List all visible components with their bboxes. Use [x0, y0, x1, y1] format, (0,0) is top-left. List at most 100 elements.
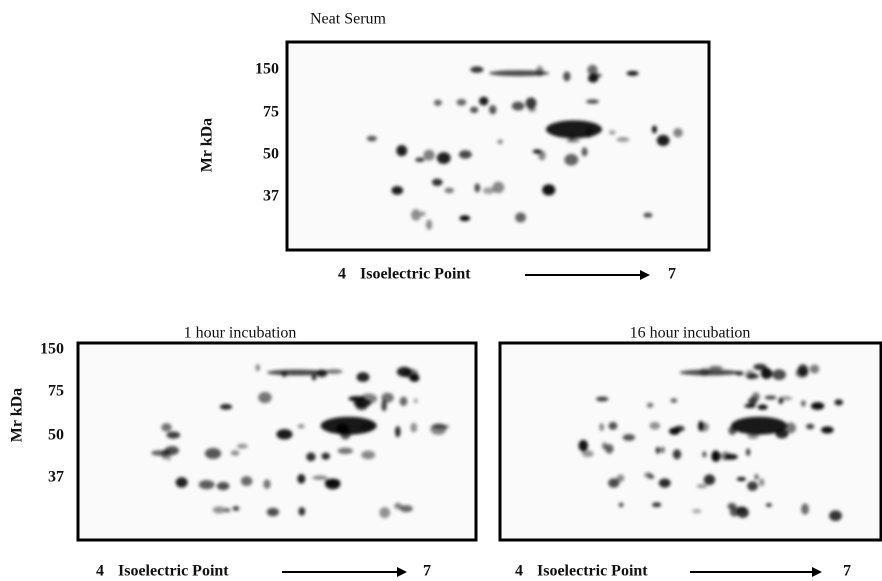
- protein-spot: [729, 507, 739, 517]
- gel-spots: [366, 64, 683, 230]
- x-axis-label: Isoelectric Point: [118, 563, 229, 580]
- protein-spot: [353, 398, 372, 408]
- protein-spot: [395, 425, 401, 438]
- protein-spot: [744, 403, 756, 408]
- protein-spot: [298, 506, 306, 516]
- protein-spot: [430, 423, 447, 435]
- protein-spot: [599, 423, 604, 432]
- y-tick-label: 150: [255, 61, 279, 78]
- protein-spot: [436, 152, 451, 165]
- protein-spot: [224, 507, 231, 513]
- protein-spot: [236, 443, 248, 449]
- protein-spot: [394, 502, 402, 510]
- gel-background: [500, 343, 881, 540]
- protein-spot: [276, 429, 293, 440]
- protein-spot: [785, 422, 796, 434]
- protein-spot: [698, 420, 704, 432]
- protein-spot: [266, 507, 280, 517]
- protein-spot: [297, 473, 306, 484]
- protein-spot: [515, 212, 526, 223]
- protein-spot: [747, 433, 759, 439]
- protein-spot: [744, 369, 755, 380]
- protein-spot: [356, 372, 370, 383]
- protein-spot: [366, 135, 377, 142]
- protein-spot: [672, 449, 682, 460]
- protein-spot: [482, 187, 495, 195]
- protein-spot: [720, 451, 731, 461]
- protein-spot: [809, 364, 820, 374]
- protein-spot: [692, 509, 702, 514]
- protein-spot: [381, 392, 394, 403]
- protein-spot: [616, 474, 625, 483]
- protein-spot: [745, 448, 751, 456]
- protein-spot: [456, 98, 467, 106]
- protein-spot: [757, 404, 768, 410]
- protein-spot: [161, 423, 172, 432]
- protein-spot: [805, 423, 815, 430]
- x-end-label: 7: [843, 563, 851, 580]
- protein-spot: [425, 219, 433, 230]
- protein-spot: [765, 503, 772, 508]
- protein-spot: [311, 373, 317, 381]
- protein-spot: [255, 364, 260, 372]
- protein-spot: [321, 452, 330, 460]
- protein-spot: [391, 185, 404, 195]
- y-axis-label: Mr kDa: [199, 118, 216, 172]
- protein-spot: [648, 474, 655, 479]
- gel-spots: [151, 364, 450, 519]
- protein-spot: [696, 483, 708, 489]
- protein-spot: [458, 150, 472, 159]
- protein-spot: [801, 503, 809, 515]
- protein-spot: [754, 473, 759, 480]
- protein-spot: [216, 481, 230, 491]
- protein-spot: [258, 392, 272, 404]
- protein-spot: [538, 150, 546, 161]
- protein-spot: [751, 392, 760, 402]
- gel-panel: 16 hour incubation 4 Isoelectric Point 7: [498, 325, 882, 580]
- protein-spot: [736, 477, 747, 482]
- protein-spot: [712, 450, 719, 462]
- protein-spot: [821, 426, 834, 434]
- protein-spot: [582, 450, 594, 458]
- gel-frame: [498, 341, 882, 542]
- protein-spot: [578, 439, 589, 452]
- protein-spot: [399, 505, 413, 513]
- protein-spot: [643, 212, 653, 218]
- protein-spot: [670, 398, 678, 403]
- protein-spot: [479, 96, 489, 106]
- protein-spot: [829, 510, 842, 521]
- x-axis-label: Isoelectric Point: [537, 563, 648, 580]
- protein-spot: [219, 403, 233, 410]
- protein-spot: [525, 97, 537, 109]
- x-start-label: 4: [515, 563, 523, 580]
- protein-spot: [204, 447, 222, 459]
- protein-spot: [673, 127, 683, 138]
- protein-spot: [320, 416, 377, 435]
- protein-spot: [306, 452, 316, 462]
- protein-spot: [747, 481, 758, 491]
- protein-spot: [626, 70, 639, 76]
- gel-spots: [578, 363, 844, 521]
- protein-spot: [263, 479, 271, 489]
- protein-spot: [415, 157, 425, 162]
- protein-spot: [240, 476, 253, 487]
- gel-frame: [76, 341, 478, 542]
- y-tick-label: 37: [263, 188, 279, 205]
- protein-spot: [564, 153, 579, 166]
- protein-spot: [679, 369, 740, 376]
- protein-spot: [396, 145, 408, 157]
- protein-spot: [542, 184, 556, 196]
- protein-spot: [433, 99, 442, 106]
- protein-spot: [608, 130, 616, 135]
- panel-title: 1 hour incubation: [184, 325, 297, 342]
- protein-spot: [702, 451, 707, 458]
- protein-spot: [497, 139, 503, 145]
- protein-spot: [337, 447, 354, 455]
- protein-spot: [605, 443, 614, 454]
- protein-spot: [324, 478, 341, 485]
- protein-spot: [492, 181, 505, 194]
- protein-spot: [470, 106, 479, 114]
- protein-spot: [608, 478, 620, 488]
- protein-spot: [596, 396, 609, 402]
- protein-spot: [658, 478, 671, 488]
